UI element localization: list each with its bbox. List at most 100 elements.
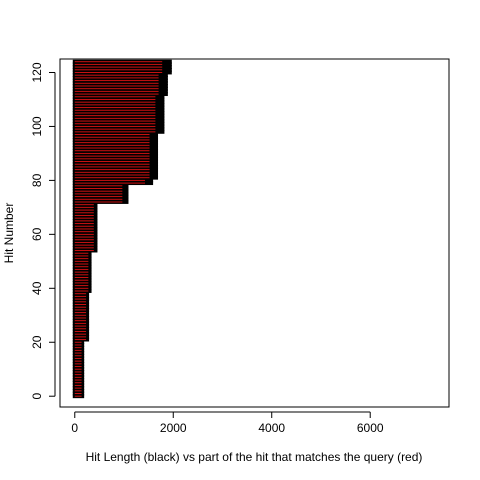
match-segment xyxy=(74,374,82,376)
match-segment xyxy=(74,263,89,265)
match-segment xyxy=(74,169,150,171)
match-segment xyxy=(74,139,150,141)
y-tick-label: 120 xyxy=(30,62,44,82)
match-segment xyxy=(74,128,156,130)
match-segment xyxy=(74,82,159,84)
match-segment xyxy=(74,134,150,136)
match-segment xyxy=(74,125,156,127)
match-segment xyxy=(74,109,156,111)
x-axis-label: Hit Length (black) vs part of the hit th… xyxy=(86,450,423,464)
match-segment xyxy=(74,368,82,370)
match-segment xyxy=(74,382,82,384)
match-segment xyxy=(74,282,89,284)
match-segment xyxy=(74,393,82,395)
match-segment xyxy=(74,287,89,289)
match-segment xyxy=(74,225,94,227)
match-segment xyxy=(74,152,150,154)
match-segment xyxy=(74,341,82,343)
match-segment xyxy=(74,66,163,68)
match-segment xyxy=(74,209,94,211)
match-segment xyxy=(74,85,159,87)
match-segment xyxy=(74,63,163,65)
match-segment xyxy=(74,80,159,82)
match-segment xyxy=(74,190,123,192)
match-segment xyxy=(74,352,82,354)
match-segment xyxy=(74,285,89,287)
match-segment xyxy=(74,357,82,359)
x-tick-label: 6000 xyxy=(357,421,384,435)
match-segment xyxy=(74,179,145,181)
match-segment xyxy=(74,328,87,330)
match-segment xyxy=(74,244,94,246)
match-segment xyxy=(74,214,94,216)
y-tick-label: 60 xyxy=(30,227,44,241)
match-segment xyxy=(74,347,82,349)
y-tick-label: 40 xyxy=(30,281,44,295)
match-segment xyxy=(74,309,87,311)
match-segment xyxy=(74,349,82,351)
match-segment xyxy=(74,155,150,157)
x-tick-label: 4000 xyxy=(258,421,285,435)
match-segment xyxy=(74,366,82,368)
match-segment xyxy=(74,174,150,176)
match-segment xyxy=(74,101,156,103)
match-segment xyxy=(74,220,94,222)
match-segment xyxy=(74,187,123,189)
match-segment xyxy=(74,88,159,90)
match-segment xyxy=(74,77,159,79)
match-segment xyxy=(74,339,87,341)
x-tick-label: 2000 xyxy=(160,421,187,435)
match-segment xyxy=(74,387,82,389)
match-segment xyxy=(74,112,156,114)
match-segment xyxy=(74,306,87,308)
y-axis-label: Hit Number xyxy=(2,203,16,264)
match-segment xyxy=(74,293,87,295)
match-segment xyxy=(74,90,159,92)
match-segment xyxy=(74,277,89,279)
match-segment xyxy=(74,355,82,357)
match-segment xyxy=(74,371,82,373)
match-segment xyxy=(74,290,89,292)
match-segment xyxy=(74,266,89,268)
match-segment xyxy=(74,144,150,146)
match-segment xyxy=(74,206,94,208)
match-segment xyxy=(74,322,87,324)
match-segment xyxy=(74,239,94,241)
y-tick-label: 20 xyxy=(30,335,44,349)
match-segment xyxy=(74,363,82,365)
match-segment xyxy=(74,271,89,273)
match-segment xyxy=(74,136,150,138)
match-segment xyxy=(74,212,94,214)
match-segment xyxy=(74,247,94,249)
match-segment xyxy=(74,120,156,122)
match-segment xyxy=(74,260,89,262)
match-segment xyxy=(74,117,156,119)
match-segment xyxy=(74,250,94,252)
match-segment xyxy=(74,252,89,254)
match-segment xyxy=(74,317,87,319)
match-segment xyxy=(74,166,150,168)
match-segment xyxy=(74,336,87,338)
match-segment xyxy=(74,193,123,195)
match-segment xyxy=(74,74,159,76)
match-segment xyxy=(74,204,94,206)
match-segment xyxy=(74,279,89,281)
match-segment xyxy=(74,344,82,346)
match-segment xyxy=(74,163,150,165)
match-segment xyxy=(74,171,150,173)
x-tick-label: 0 xyxy=(71,421,78,435)
match-segment xyxy=(74,325,87,327)
match-segment xyxy=(74,98,156,100)
y-tick-label: 80 xyxy=(30,173,44,187)
match-segment xyxy=(74,395,82,397)
y-tick-label: 0 xyxy=(30,393,44,400)
match-segment xyxy=(74,96,156,98)
match-segment xyxy=(74,236,94,238)
match-segment xyxy=(74,255,89,257)
match-segment xyxy=(74,150,150,152)
match-segment xyxy=(74,69,163,71)
match-segment xyxy=(74,123,156,125)
y-tick-label: 100 xyxy=(30,116,44,136)
match-segment xyxy=(74,258,89,260)
